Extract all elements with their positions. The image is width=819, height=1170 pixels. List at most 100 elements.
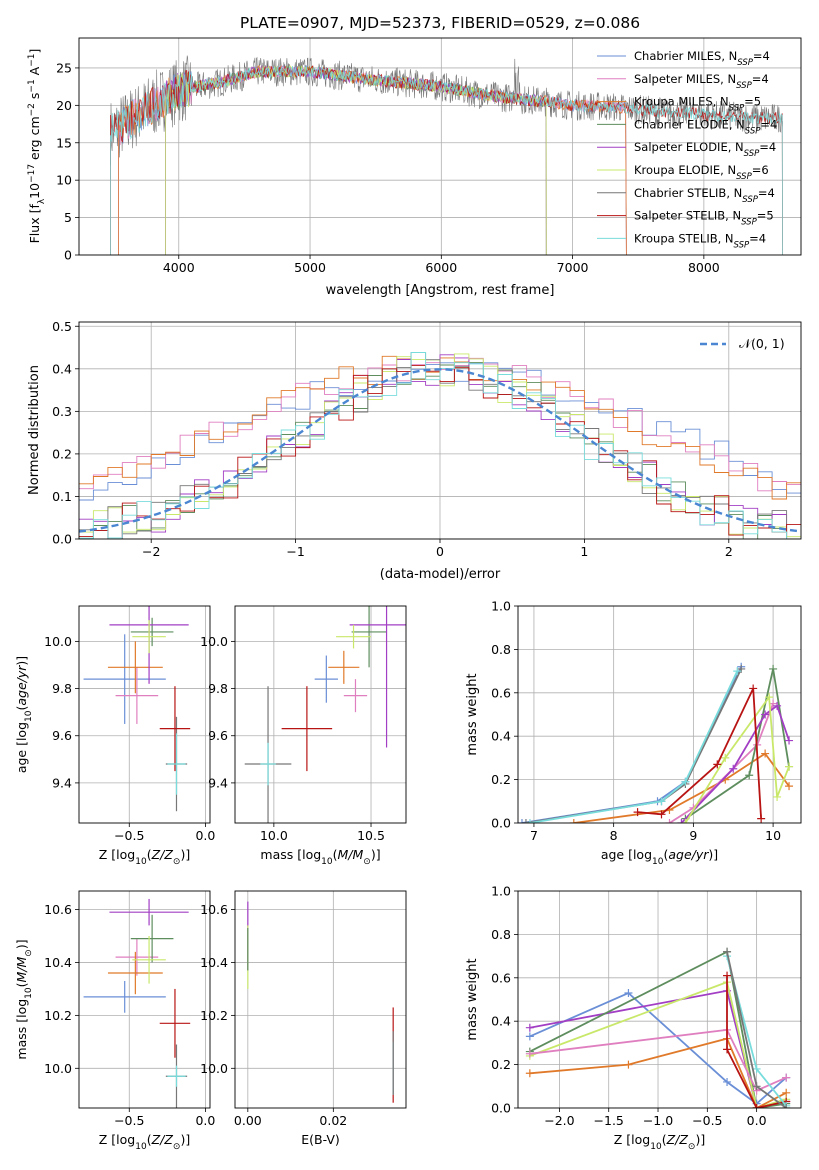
label-part: age [log [14,722,29,773]
weight-line [726,975,787,1108]
axes-frame [78,890,211,1109]
y-tick-label: 0.6 [491,970,511,985]
y-tick-label: 9.8 [52,681,72,696]
legend-label: Salpeter MILES, NSSP=4 [634,72,769,91]
weight-marker [749,684,758,693]
y-tick-label: 5 [64,210,72,225]
x-tick-label: 5000 [294,260,326,275]
plot-area [79,606,210,823]
weight-marker [782,1073,791,1082]
weight-line [529,1028,787,1092]
weight-marker [723,1077,732,1086]
y-tick-label: 0.8 [491,642,511,657]
legend-label-sub: SSP [737,58,753,68]
weight-marker [765,693,774,702]
label-part: 10 [27,183,42,199]
spectrum-data-line [110,55,783,166]
y-tick-label: 25 [56,60,72,75]
label-part: age/yr [14,665,29,706]
y-axis-label: age [log10(age/yr)] [14,656,34,773]
y-tick-label: 0.1 [52,489,72,504]
legend-label-text: Kroupa STELIB, N [634,231,734,245]
axes-frame [78,321,802,540]
y-tick-label: 0.2 [491,1057,511,1072]
label-part: A [27,66,42,79]
panel-residuals: −2 −1 0 1 2 0.0 0.1 0.2 0.3 0.4 0.5 𝒩(0, 1) (data-mo… [27,319,802,582]
label-part: ( [147,847,152,862]
y-tick-label: 0.4 [491,1014,511,1029]
axes-frame [234,605,407,824]
weight-marker [624,1060,633,1069]
weight-marker [624,988,633,997]
label-part: 10 [135,857,147,867]
legend-label-tail: =4 [749,231,766,245]
weight-marker [657,810,666,819]
y-tick-label: 0.0 [491,816,511,831]
axes-frame [234,890,407,1109]
label-part: Z [log [614,1132,650,1147]
panel-spectrum: 4000 5000 6000 7000 8000 0 5 10 15 20 25 Chabrier M… [27,37,802,298]
y-tick-label: 10.4 [44,955,72,970]
y-tick-label: 0.2 [491,772,511,787]
weight-marker [681,819,690,823]
x-tick-label: −1.0 [643,1113,673,1128]
y-tick-label: 0.4 [52,361,72,376]
weight-marker [525,1069,534,1078]
weight-marker [518,819,526,823]
weight-marker [723,971,732,980]
y-tick-label: 0.3 [52,404,72,419]
weight-marker [752,1104,761,1108]
label-part: s [27,93,42,104]
label-part: )] [371,847,381,862]
weight-marker [757,814,766,823]
label-part: age [log [601,847,652,862]
weight-marker [761,710,770,719]
x-tick-label: 0.0 [747,1113,767,1128]
y-tick-label: 10.4 [200,955,228,970]
label-part: )] [708,847,718,862]
y-tick-label: 10.0 [200,634,228,649]
weight-marker [657,797,666,806]
weight-marker [785,782,794,791]
y-axis-label: mass [log10(M/M⊙)] [14,939,34,1059]
plot-area [79,38,801,255]
legend-label-sub: SSP [744,149,760,159]
legend-label-text: Salpeter STELIB, N [634,209,741,223]
label-part: ( [333,847,338,862]
x-tick-label: 8000 [688,260,720,275]
legend-label-text: Salpeter ELODIE, N [634,140,744,154]
spectrum-model-line [118,65,627,255]
x-tick-label: 4000 [163,260,195,275]
label-part: ⊙ [688,1142,696,1152]
label-part: Z [log [99,847,135,862]
y-tick-label: 1.0 [491,884,511,899]
axes-frame [78,605,211,824]
y-tick-label: 10.0 [44,1061,72,1076]
y-tick-label: 10.0 [44,634,72,649]
legend-label-text: Chabrier MILES, N [634,49,737,63]
y-tick-label: 0.5 [52,319,72,334]
label-part: 10 [24,987,34,999]
y-tick-label: 0.4 [491,729,511,744]
label-part: 10 [135,1142,147,1152]
label-part: M/M [14,956,29,982]
x-tick-label: −1.5 [594,1113,624,1128]
label-part: )] [180,847,190,862]
y-tick-label: 1.0 [491,599,511,614]
x-axis-label: Z [log10(Z/Z⊙)] [614,1132,705,1152]
label-part: )] [14,656,29,666]
weight-marker [633,808,642,817]
plot-area [518,606,801,823]
y-axis-label: Normed distribution [27,365,42,495]
legend-label-tail: =5 [757,209,774,223]
histogram-kroupa-stelib [79,352,788,539]
axes-frame [517,605,802,824]
label-part: ⊙ [173,1142,181,1152]
x-tick-label: 10 [765,828,781,843]
x-axis-label: (data-model)/error [380,567,501,582]
x-tick-label: 0.0 [195,828,215,843]
label-part: Z/Z [666,1132,689,1147]
legend-label: Chabrier STELIB, NSSP=4 [634,186,775,205]
